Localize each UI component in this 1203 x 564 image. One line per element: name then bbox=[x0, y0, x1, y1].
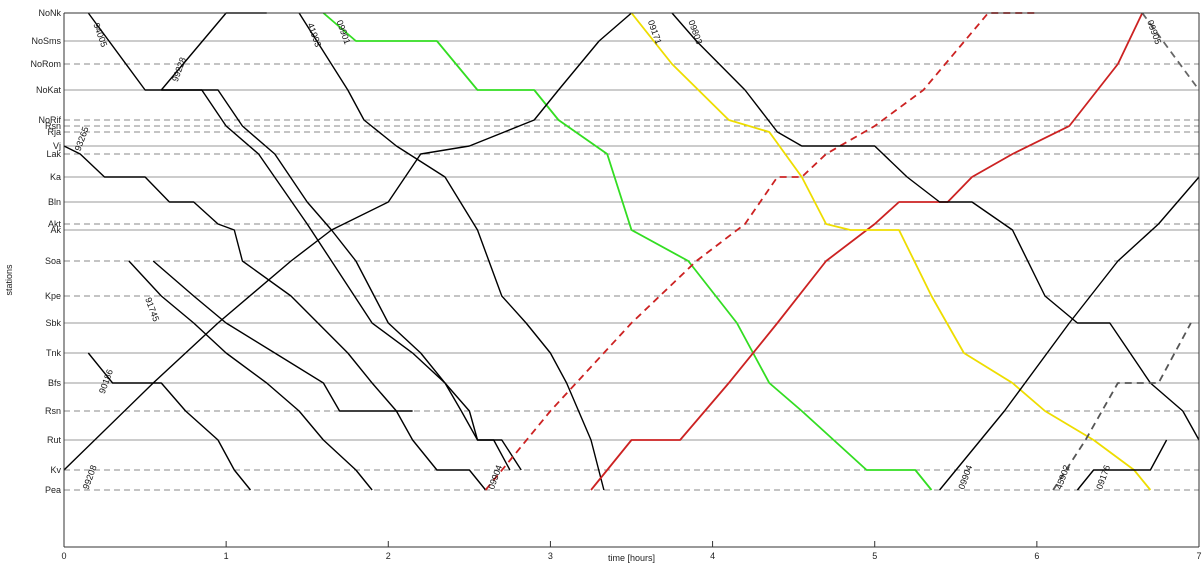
train-path bbox=[939, 176, 1200, 491]
x-tick-label: 5 bbox=[872, 551, 877, 561]
train-path bbox=[1076, 439, 1168, 491]
x-tick-label: 2 bbox=[386, 551, 391, 561]
train-path bbox=[1052, 322, 1192, 491]
train-path bbox=[63, 145, 487, 491]
station-label: Ka bbox=[50, 172, 61, 182]
train-path bbox=[671, 12, 1200, 441]
station-label: Kv bbox=[50, 465, 61, 475]
station-label: Sbk bbox=[45, 318, 61, 328]
x-tick-label: 1 bbox=[224, 551, 229, 561]
station-label: Rut bbox=[47, 435, 62, 445]
station-label: Rja bbox=[47, 127, 61, 137]
station-label: Vj bbox=[53, 141, 61, 151]
x-tick-label: 7 bbox=[1196, 551, 1201, 561]
axes: NoNkNoSmsNoRomNoKatNoRifRsnRjaVjLakKaBln… bbox=[4, 8, 1202, 563]
train-path bbox=[161, 89, 511, 471]
train-path bbox=[87, 352, 252, 491]
train-path bbox=[63, 12, 632, 471]
x-axis-title: time [hours] bbox=[608, 553, 655, 563]
station-label: Ak bbox=[50, 225, 61, 235]
station-label: NoNk bbox=[38, 8, 61, 18]
station-label: Rsn bbox=[45, 406, 61, 416]
train-paths bbox=[63, 12, 1200, 491]
station-label: Soa bbox=[45, 256, 61, 266]
train-path bbox=[630, 12, 1152, 491]
train-path bbox=[590, 12, 1144, 491]
station-label: Bln bbox=[48, 197, 61, 207]
station-label: Bfs bbox=[48, 378, 62, 388]
x-tick-label: 0 bbox=[61, 551, 66, 561]
train-path bbox=[87, 12, 522, 471]
x-tick-label: 6 bbox=[1034, 551, 1039, 561]
station-label: Lak bbox=[46, 149, 61, 159]
station-label: Akt bbox=[48, 219, 62, 229]
station-label: Pea bbox=[45, 485, 61, 495]
station-label: NoKat bbox=[36, 85, 62, 95]
y-axis-title: stations bbox=[4, 264, 14, 296]
x-tick-label: 3 bbox=[548, 551, 553, 561]
station-label: Kpe bbox=[45, 291, 61, 301]
train-path bbox=[152, 260, 413, 412]
train-path bbox=[128, 260, 373, 491]
station-label: NoRif bbox=[38, 115, 61, 125]
station-label: Rsn bbox=[45, 121, 61, 131]
train-path bbox=[298, 12, 605, 491]
train-path bbox=[322, 12, 933, 491]
station-label: NoRom bbox=[30, 59, 61, 69]
train-path bbox=[1141, 12, 1200, 91]
station-label: Tnk bbox=[46, 348, 62, 358]
station-label: NoSms bbox=[31, 36, 61, 46]
x-tick-label: 4 bbox=[710, 551, 715, 561]
